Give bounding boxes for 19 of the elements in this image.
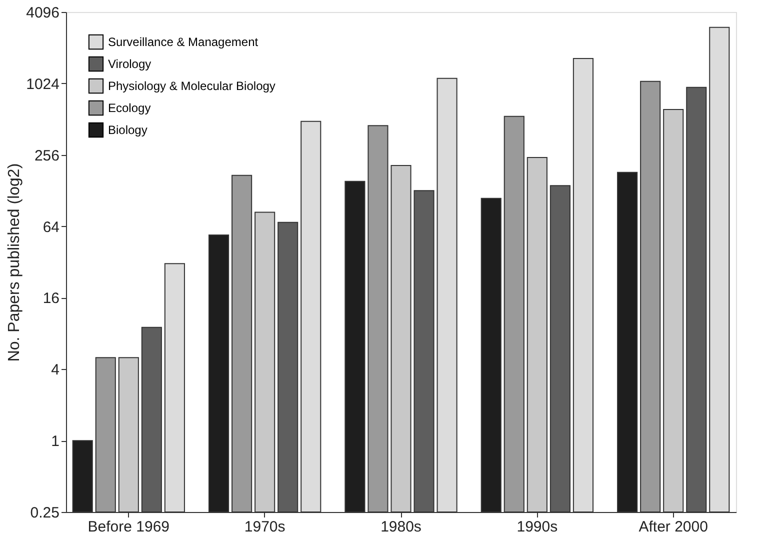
legend-label: Surveillance & Management — [108, 35, 259, 49]
y-tick-label: 4096 — [26, 4, 60, 22]
legend-label: Biology — [108, 123, 148, 137]
x-tick-label: 1970s — [244, 518, 286, 536]
legend-label: Physiology & Molecular Biology — [108, 79, 276, 93]
x-tick-label: 1980s — [380, 518, 422, 536]
y-axis-title: No. Papers published (log2) — [6, 163, 24, 362]
legend-label: Virology — [108, 57, 152, 71]
x-tick-label: Before 1969 — [88, 518, 170, 536]
x-tick-label: After 2000 — [638, 518, 708, 536]
y-tick-label: 4 — [51, 362, 60, 379]
legend-label: Ecology — [108, 101, 151, 115]
y-tick-label: 0.25 — [30, 504, 60, 522]
y-tick-label: 1 — [51, 433, 60, 450]
y-tick-label: 1024 — [26, 76, 60, 93]
y-tick-label: 64 — [42, 218, 60, 236]
y-tick-label: 256 — [34, 147, 60, 164]
x-tick-label: 1990s — [516, 518, 558, 536]
y-tick-label: 16 — [42, 290, 60, 308]
